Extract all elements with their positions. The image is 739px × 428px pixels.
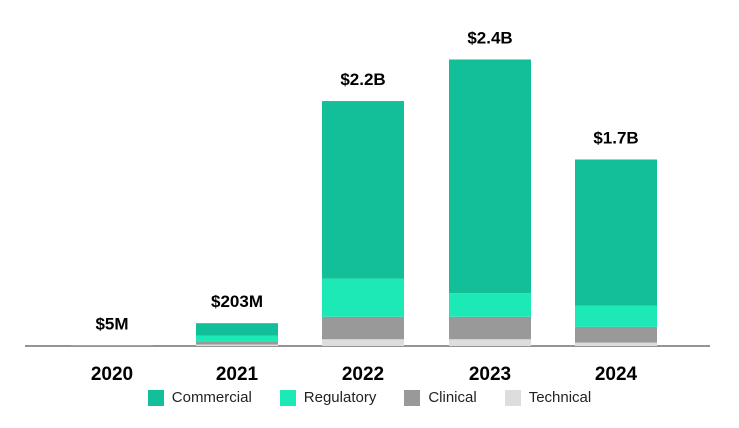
- bar-2022-clinical: [322, 316, 404, 340]
- bar-2023-commercial: [449, 59, 531, 294]
- bar-2023-regulatory: [449, 293, 531, 317]
- bar-2024-commercial: [575, 159, 657, 306]
- total-label-2023: $2.4B: [467, 28, 512, 47]
- total-label-2022: $2.2B: [340, 70, 385, 89]
- legend-swatch-clinical: [404, 389, 421, 406]
- legend-item-technical: Technical: [504, 389, 592, 406]
- bar-2024-technical: [575, 342, 657, 346]
- x-tick-2021: 2021: [216, 364, 259, 385]
- legend-item-clinical: Clinical: [404, 389, 477, 406]
- bar-2021-commercial: [196, 323, 278, 336]
- bar-2021-clinical: [196, 341, 278, 345]
- chart-canvas: $5M 2020 $203M 2021 $2.2B 2022 $2.4B 2023 $1.7B 2…: [25, 28, 710, 385]
- x-tick-2024: 2024: [595, 364, 638, 385]
- legend-item-commercial: Commercial: [147, 389, 252, 406]
- bar-2021-technical: [196, 344, 278, 346]
- total-label-2024: $1.7B: [593, 128, 638, 147]
- legend-swatch-commercial: [147, 389, 164, 406]
- legend-item-regulatory: Regulatory: [279, 389, 377, 406]
- total-label-2021: $203M: [211, 292, 263, 311]
- bar-2022-regulatory: [322, 278, 404, 317]
- bar-2024-regulatory: [575, 305, 657, 327]
- legend-label-technical: Technical: [528, 389, 592, 406]
- bar-2021-regulatory: [196, 335, 278, 342]
- bar-2023-clinical: [449, 316, 531, 340]
- bar-2022-technical: [322, 339, 404, 346]
- x-tick-2022: 2022: [342, 364, 384, 385]
- legend-label-clinical: Clinical: [428, 389, 477, 406]
- legend-label-regulatory: Regulatory: [303, 389, 377, 406]
- total-label-2020: $5M: [95, 314, 128, 333]
- legend-label-commercial: Commercial: [171, 389, 252, 406]
- bar-2024-clinical: [575, 326, 657, 343]
- legend-swatch-technical: [504, 389, 521, 406]
- legend-swatch-regulatory: [279, 389, 296, 406]
- x-tick-2023: 2023: [469, 364, 511, 385]
- bar-2023-technical: [449, 339, 531, 346]
- chart-legend: Commercial Regulatory Clinical Technical: [0, 389, 739, 406]
- bar-2022-commercial: [322, 101, 404, 279]
- x-tick-2020: 2020: [91, 364, 133, 385]
